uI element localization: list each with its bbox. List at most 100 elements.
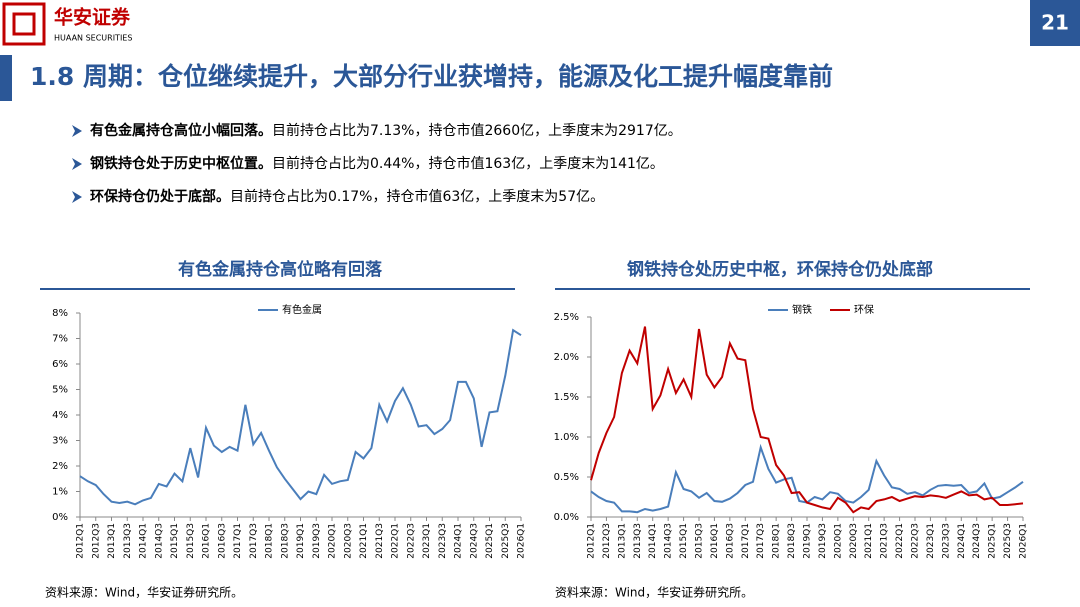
legend-label: 有色金属 [282, 303, 322, 316]
y-tick-label: 2% [52, 461, 68, 472]
x-tick-label: 2025Q3 [1003, 523, 1013, 559]
x-tick-label: 2021Q1 [864, 523, 874, 559]
x-tick-label: 2017Q1 [233, 523, 243, 559]
bullet-text: 目前持仓占比为7.13%，持仓市值2660亿，上季度末为2917亿。 [272, 122, 682, 139]
x-tick-label: 2022Q3 [406, 523, 416, 559]
x-tick-label: 2012Q1 [76, 523, 86, 559]
x-tick-label: 2020Q1 [833, 523, 843, 559]
bullet: 钢铁持仓处于历史中枢位置。目前持仓占比为0.44%，持仓市值163亿，上季度末为… [90, 155, 664, 172]
x-tick-label: 2012Q3 [91, 523, 101, 559]
data-line [79, 328, 522, 506]
y-tick-label: 8% [52, 308, 68, 319]
x-tick-label: 2017Q1 [741, 523, 751, 559]
legend-label: 环保 [854, 303, 874, 316]
x-tick-label: 2024Q3 [972, 523, 982, 559]
x-tick-label: 2021Q1 [359, 523, 369, 559]
slide-title: 1.8 周期：仓位继续提升，大部分行业获增持，能源及化工提升幅度靠前 [30, 62, 833, 91]
title-bar [0, 55, 12, 101]
x-tick-label: 2024Q3 [469, 523, 479, 559]
x-tick-label: 2018Q3 [787, 523, 797, 559]
x-tick-label: 2012Q3 [602, 523, 612, 559]
y-tick-label: 0% [52, 512, 68, 523]
y-tick-label: 2.5% [554, 312, 579, 323]
x-tick-label: 2020Q3 [343, 523, 353, 559]
x-tick-label: 2019Q3 [818, 523, 828, 559]
source-note: 资料来源：Wind，华安证券研究所。 [555, 585, 753, 600]
x-tick-label: 2016Q3 [217, 523, 227, 559]
logo-icon-inner [12, 12, 36, 36]
x-tick-label: 2015Q3 [186, 523, 196, 559]
x-tick-label: 2021Q3 [375, 523, 385, 559]
x-tick-label: 2016Q1 [202, 523, 212, 559]
x-tick-label: 2024Q1 [454, 523, 464, 559]
y-tick-label: 5% [52, 385, 68, 396]
logo-icon [2, 2, 46, 46]
x-tick-label: 2020Q1 [328, 523, 338, 559]
x-tick-label: 2013Q1 [107, 523, 117, 559]
x-tick-label: 2026Q1 [517, 523, 527, 559]
bullets: 有色金属持仓高位小幅回落。目前持仓占比为7.13%，持仓市值2660亿，上季度末… [72, 122, 682, 205]
x-tick-label: 2017Q3 [249, 523, 259, 559]
x-tick-label: 2022Q1 [895, 523, 905, 559]
bullet-arrow [72, 125, 82, 137]
x-tick-label: 2018Q3 [280, 523, 290, 559]
x-tick-label: 2019Q1 [296, 523, 306, 559]
chart-title: 有色金属持仓高位略有回落 [178, 259, 383, 280]
x-tick-label: 2014Q3 [154, 523, 164, 559]
source-note: 资料来源：Wind，华安证券研究所。 [45, 585, 243, 600]
y-tick-label: 7% [52, 334, 68, 345]
bullet-bold: 环保持仓仍处于底部。 [90, 188, 230, 205]
x-tick-label: 2018Q1 [772, 523, 782, 559]
x-tick-label: 2014Q1 [139, 523, 149, 559]
x-tick-label: 2018Q1 [265, 523, 275, 559]
x-tick-label: 2014Q1 [648, 523, 658, 559]
x-tick-label: 2015Q1 [170, 523, 180, 559]
data-line [590, 326, 1024, 514]
x-tick-label: 2023Q3 [941, 523, 951, 559]
bullet-bold: 有色金属持仓高位小幅回落。 [90, 122, 272, 139]
bullet-text: 目前持仓占比为0.17%，持仓市值63亿，上季度末为57亿。 [230, 188, 604, 205]
x-tick-label: 2024Q1 [957, 523, 967, 559]
x-tick-label: 2014Q3 [664, 523, 674, 559]
bullet-arrow [72, 158, 82, 170]
x-tick-label: 2023Q1 [422, 523, 432, 559]
y-tick-label: 6% [52, 359, 68, 370]
bullet-bold: 钢铁持仓处于历史中枢位置。 [90, 155, 272, 172]
bullet-text: 目前持仓占比为0.44%，持仓市值163亿，上季度末为141亿。 [272, 155, 664, 172]
y-tick-label: 1% [52, 487, 68, 498]
x-tick-label: 2017Q3 [756, 523, 766, 559]
y-tick-label: 1.0% [554, 432, 579, 443]
x-tick-label: 2022Q1 [391, 523, 401, 559]
y-tick-label: 3% [52, 436, 68, 447]
x-tick-label: 2022Q3 [911, 523, 921, 559]
x-tick-label: 2013Q3 [633, 523, 643, 559]
x-tick-label: 2015Q1 [679, 523, 689, 559]
page-number: 21 [1041, 11, 1069, 35]
x-tick-label: 2025Q1 [485, 523, 495, 559]
x-tick-label: 2023Q3 [438, 523, 448, 559]
y-tick-label: 0.5% [554, 472, 579, 483]
y-tick-label: 2.0% [554, 352, 579, 363]
y-tick-label: 4% [52, 410, 68, 421]
x-tick-label: 2013Q1 [617, 523, 627, 559]
y-tick-label: 1.5% [554, 392, 579, 403]
x-tick-label: 2023Q1 [926, 523, 936, 559]
bullet: 环保持仓仍处于底部。目前持仓占比为0.17%，持仓市值63亿，上季度末为57亿。 [90, 188, 604, 205]
logo-subtext: HUAAN SECURITIES [54, 34, 132, 43]
x-tick-label: 2012Q1 [587, 523, 597, 559]
x-tick-label: 2015Q3 [695, 523, 705, 559]
x-tick-label: 2026Q1 [1019, 523, 1029, 559]
x-tick-label: 2021Q3 [880, 523, 890, 559]
x-tick-label: 2019Q3 [312, 523, 322, 559]
x-tick-label: 2013Q3 [123, 523, 133, 559]
bullet-arrow [72, 191, 82, 203]
x-tick-label: 2016Q1 [710, 523, 720, 559]
logo-text: 华安证券 [54, 6, 131, 29]
x-tick-label: 2025Q1 [988, 523, 998, 559]
x-tick-label: 2020Q3 [849, 523, 859, 559]
x-tick-label: 2016Q3 [725, 523, 735, 559]
page-number-box [1030, 0, 1080, 46]
bullet: 有色金属持仓高位小幅回落。目前持仓占比为7.13%，持仓市值2660亿，上季度末… [90, 122, 682, 139]
